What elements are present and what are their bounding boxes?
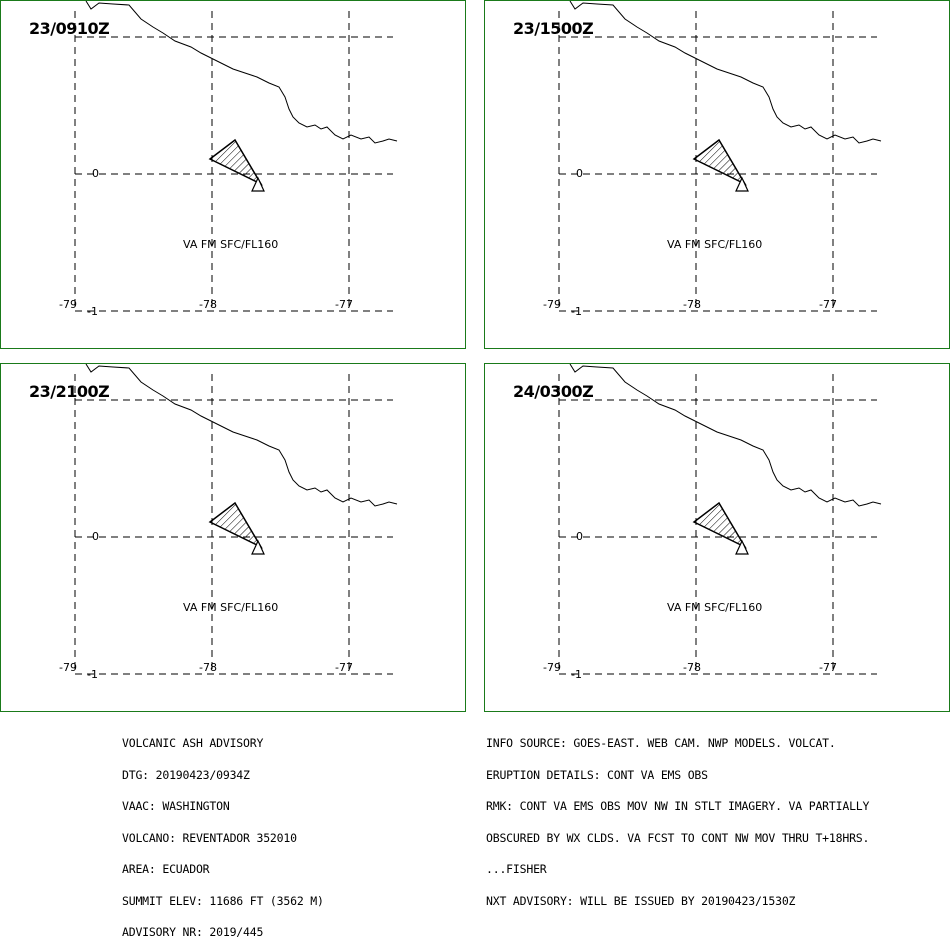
advisory-line: SUMMIT ELEV: 11686 FT (3562 M) <box>122 893 324 908</box>
lat-label: 0 <box>576 530 583 543</box>
lat-label: 0 <box>576 167 583 180</box>
lat-label: -1 <box>87 305 98 318</box>
ash-level-label: VA FM SFC/FL160 <box>183 238 279 251</box>
ash-level-label: VA FM SFC/FL160 <box>667 238 763 251</box>
panel-valid-time: 24/0300Z <box>513 382 594 401</box>
lon-label: -79 <box>543 298 561 311</box>
coastline <box>85 1 398 144</box>
ash-level-label: VA FM SFC/FL160 <box>183 601 279 614</box>
map-panel: 23/0910Z VA FM SFC/FL160 0 -1 -79 -78 -7… <box>0 0 466 349</box>
advisory-line: RMK: CONT VA EMS OBS MOV NW IN STLT IMAG… <box>486 799 870 813</box>
lon-label: -78 <box>683 298 701 311</box>
lon-label: -77 <box>819 661 837 674</box>
advisory-line: DTG: 20190423/0934Z <box>122 767 250 782</box>
ash-cloud-polygon <box>692 138 747 186</box>
volcano-icon <box>251 176 265 192</box>
lon-label: -79 <box>59 298 77 311</box>
volcano-icon <box>735 176 749 192</box>
lat-label: 0 <box>92 530 99 543</box>
lon-label: -79 <box>543 661 561 674</box>
advisory-right-block: INFO SOURCE: GOES-EAST. WEB CAM. NWP MOD… <box>486 717 869 917</box>
advisory-line: ADVISORY NR: 2019/445 <box>122 925 264 939</box>
map-graphic <box>74 1 398 312</box>
panel-valid-time: 23/1500Z <box>513 19 594 38</box>
ash-cloud-polygon <box>692 501 747 549</box>
advisory-line: NXT ADVISORY: WILL BE ISSUED BY 20190423… <box>486 893 796 908</box>
advisory-line: INFO SOURCE: GOES-EAST. WEB CAM. NWP MOD… <box>486 736 836 750</box>
ash-cloud-polygon <box>208 138 263 186</box>
map-panel: 23/1500Z VA FM SFC/FL160 0 -1 -79 -78 -7… <box>484 0 950 349</box>
volcano-icon <box>251 539 265 555</box>
advisory-line: VOLCANO: REVENTADOR 352010 <box>122 830 297 845</box>
map-graphic <box>558 364 882 675</box>
lon-label: -78 <box>199 661 217 674</box>
map-panel: 24/0300Z VA FM SFC/FL160 0 -1 -79 -78 -7… <box>484 363 950 712</box>
gridlines <box>558 374 877 675</box>
gridlines <box>74 11 393 312</box>
lon-label: -77 <box>335 298 353 311</box>
ash-level-label: VA FM SFC/FL160 <box>667 601 763 614</box>
gridlines <box>558 11 877 312</box>
advisory-line: OBSCURED BY WX CLDS. VA FCST TO CONT NW … <box>486 830 870 845</box>
coastline <box>569 364 882 507</box>
lat-label: -1 <box>571 305 582 318</box>
lon-label: -77 <box>819 298 837 311</box>
map-panel: 23/2100Z VA FM SFC/FL160 0 -1 -79 -78 -7… <box>0 363 466 712</box>
advisory-line: AREA: ECUADOR <box>122 862 210 876</box>
lat-label: 0 <box>92 167 99 180</box>
lat-label: -1 <box>571 668 582 681</box>
advisory-line: ...FISHER <box>486 862 547 876</box>
volcano-icon <box>735 539 749 555</box>
advisory-left-block: VOLCANIC ASH ADVISORY DTG: 20190423/0934… <box>122 717 324 948</box>
lat-label: -1 <box>87 668 98 681</box>
panel-valid-time: 23/2100Z <box>29 382 110 401</box>
lon-label: -79 <box>59 661 77 674</box>
lon-label: -78 <box>199 298 217 311</box>
advisory-line: ERUPTION DETAILS: CONT VA EMS OBS <box>486 767 708 782</box>
map-graphic <box>558 1 882 312</box>
advisory-line: VOLCANIC ASH ADVISORY <box>122 736 264 750</box>
lon-label: -78 <box>683 661 701 674</box>
coastline <box>569 1 882 144</box>
lon-label: -77 <box>335 661 353 674</box>
coastline <box>85 364 398 507</box>
map-graphic <box>74 364 398 675</box>
ash-cloud-polygon <box>208 501 263 549</box>
panel-valid-time: 23/0910Z <box>29 19 110 38</box>
advisory-line: VAAC: WASHINGTON <box>122 799 230 813</box>
gridlines <box>74 374 393 675</box>
